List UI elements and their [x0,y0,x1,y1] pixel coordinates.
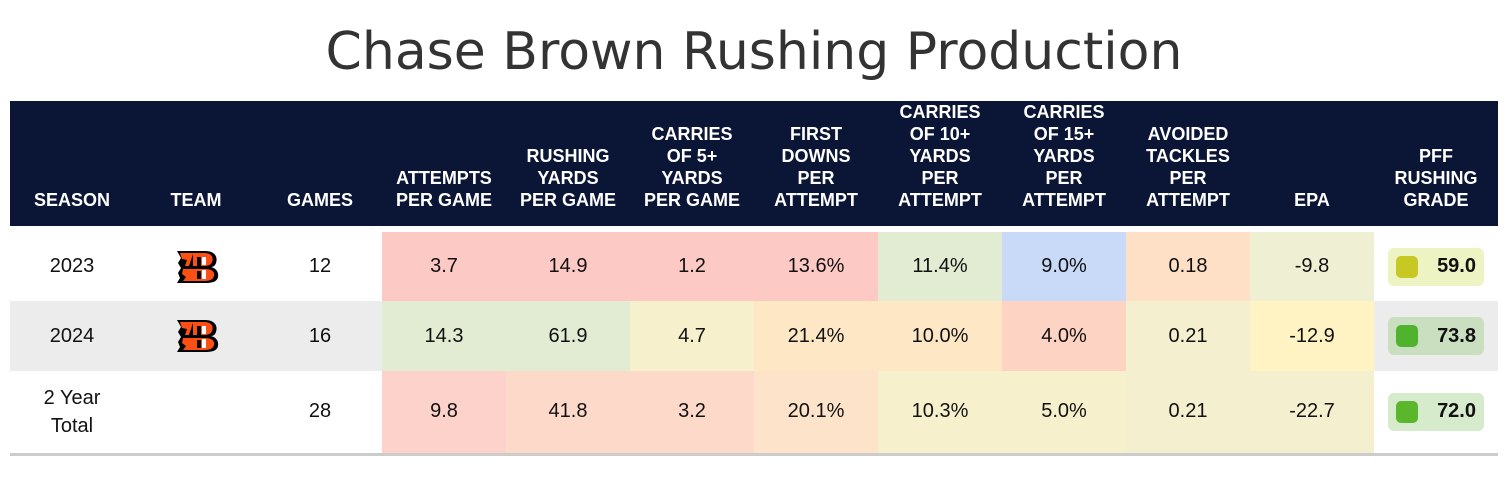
team-cell [134,226,258,301]
stat-cell: 20.1% [754,371,878,456]
bengals-logo-icon [171,249,221,285]
games-cell: 12 [258,226,382,301]
col-carries-5-per-game: CARRIES OF 5+ YARDS PER GAME [630,101,754,229]
stat-cell: -22.7 [1250,371,1374,456]
grade-badge: 73.8 [1388,317,1484,355]
grade-badge: 72.0 [1388,392,1484,431]
stat-cell: -9.8 [1250,226,1374,301]
col-season: SEASON [10,101,134,229]
col-carries-10-per-attempt: CARRIES OF 10+ YARDS PER ATTEMPT [878,101,1002,229]
stat-cell: 10.3% [878,371,1002,456]
header-row: SEASON TEAM GAMES ATTEMPTS PER GAME RUSHI… [10,101,1498,229]
grade-badge: 59.0 [1388,247,1484,286]
stat-cell: 11.4% [878,226,1002,301]
table-row: 2023 12 3.7 14.9 1.2 13.6% 11.4% 9.0% 0.18 -9.8 59… [10,226,1498,301]
grade-color-icon [1396,325,1418,347]
stat-cell: 21.4% [754,301,878,371]
season-cell: 2024 [10,301,134,371]
stat-cell: 5.0% [1002,371,1126,456]
col-avoided-tackles-per-attempt: AVOIDED TACKLES PER ATTEMPT [1126,101,1250,229]
stat-cell: 61.9 [506,301,630,371]
stat-cell: 41.8 [506,371,630,456]
stat-cell: 9.8 [382,371,506,456]
season-cell: 2 Year Total [10,371,134,456]
season-cell: 2023 [10,226,134,301]
col-epa: EPA [1250,101,1374,229]
page-title: Chase Brown Rushing Production [325,22,1183,82]
stat-cell: 0.21 [1126,301,1250,371]
grade-color-icon [1396,255,1418,278]
stat-cell: 13.6% [754,226,878,301]
stat-cell: 4.0% [1002,301,1126,371]
games-cell: 28 [258,371,382,456]
grade-cell: 72.0 [1374,371,1498,456]
col-games: GAMES [258,101,382,229]
table-row: 2 Year Total 28 9.8 41.8 3.2 20.1% 10.3% 5.0% 0.2… [10,371,1498,456]
stat-cell: 0.21 [1126,371,1250,456]
grade-value: 59.0 [1437,255,1476,277]
col-first-downs-per-attempt: FIRST DOWNS PER ATTEMPT [754,101,878,229]
stat-cell: 9.0% [1002,226,1126,301]
stat-cell: 4.7 [630,301,754,371]
stat-cell: 10.0% [878,301,1002,371]
stat-cell: 3.7 [382,226,506,301]
stat-cell: 14.3 [382,301,506,371]
stat-cell: 1.2 [630,226,754,301]
grade-color-icon [1396,400,1418,423]
grade-value: 72.0 [1437,400,1476,423]
col-rushing-yards-per-game: RUSHING YARDS PER GAME [506,101,630,229]
stats-table: SEASON TEAM GAMES ATTEMPTS PER GAME RUSHI… [10,101,1498,456]
grade-cell: 73.8 [1374,301,1498,371]
games-cell: 16 [258,301,382,371]
grade-cell: 59.0 [1374,226,1498,301]
team-cell [134,371,258,456]
stat-cell: -12.9 [1250,301,1374,371]
col-pff-rushing-grade: PFF RUSHING GRADE [1374,101,1498,229]
stat-cell: 14.9 [506,226,630,301]
team-cell [134,301,258,371]
stat-cell: 0.18 [1126,226,1250,301]
bengals-logo-icon [171,318,221,354]
grade-value: 73.8 [1437,324,1476,347]
col-carries-15-per-attempt: CARRIES OF 15+ YARDS PER ATTEMPT [1002,101,1126,229]
table-row: 2024 16 14.3 61.9 4.7 21.4% 10.0% 4.0% 0.21 -12.9… [10,301,1498,371]
col-team: TEAM [134,101,258,229]
stat-cell: 3.2 [630,371,754,456]
col-attempts-per-game: ATTEMPTS PER GAME [382,101,506,229]
